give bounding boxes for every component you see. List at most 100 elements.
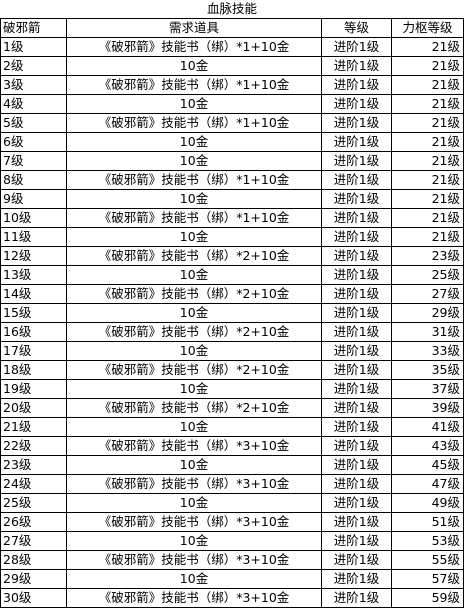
cell-required-item: 《破邪箭》技能书（绑）*1+10金	[66, 113, 322, 133]
cell-power-level: 37级	[390, 379, 464, 399]
cell-stage: 进阶1级	[321, 588, 392, 608]
cell-stage: 进阶1级	[321, 132, 392, 152]
cell-required-item: 《破邪箭》技能书（绑）*3+10金	[66, 512, 322, 532]
cell-stage: 进阶1级	[321, 417, 392, 437]
cell-power-level: 35级	[390, 360, 464, 380]
table-row: 22级 《破邪箭》技能书（绑）*3+10金 进阶1级 43级	[0, 436, 464, 456]
cell-stage: 进阶1级	[321, 37, 392, 57]
cell-stage: 进阶1级	[321, 398, 392, 418]
table-title: 血脉技能	[0, 0, 464, 19]
cell-skill-level: 22级	[0, 436, 67, 456]
cell-skill-level: 8级	[0, 170, 67, 190]
cell-power-level: 21级	[390, 208, 464, 228]
cell-power-level: 45级	[390, 455, 464, 475]
cell-stage: 进阶1级	[321, 569, 392, 589]
cell-power-level: 27级	[390, 284, 464, 304]
cell-required-item: 10金	[66, 189, 322, 209]
cell-power-level: 21级	[390, 75, 464, 95]
cell-stage: 进阶1级	[321, 360, 392, 380]
table-row: 18级 《破邪箭》技能书（绑）*2+10金 进阶1级 35级	[0, 360, 464, 380]
cell-power-level: 21级	[390, 113, 464, 133]
cell-power-level: 49级	[390, 493, 464, 513]
cell-required-item: 《破邪箭》技能书（绑）*1+10金	[66, 75, 322, 95]
table-row: 13级 10金 进阶1级 25级	[0, 265, 464, 285]
cell-required-item: 《破邪箭》技能书（绑）*2+10金	[66, 398, 322, 418]
cell-stage: 进阶1级	[321, 322, 392, 342]
cell-skill-level: 27级	[0, 531, 67, 551]
cell-skill-level: 11级	[0, 227, 67, 247]
cell-required-item: 10金	[66, 341, 322, 361]
cell-skill-level: 3级	[0, 75, 67, 95]
cell-skill-level: 25级	[0, 493, 67, 513]
cell-power-level: 23级	[390, 246, 464, 266]
table-row: 19级 10金 进阶1级 37级	[0, 379, 464, 399]
cell-power-level: 55级	[390, 550, 464, 570]
cell-skill-level: 28级	[0, 550, 67, 570]
table-row: 29级 10金 进阶1级 57级	[0, 569, 464, 589]
table-row: 11级 10金 进阶1级 21级	[0, 227, 464, 247]
cell-power-level: 39级	[390, 398, 464, 418]
cell-skill-level: 12级	[0, 246, 67, 266]
header-power-level: 力枢等级	[390, 18, 464, 38]
cell-power-level: 31级	[390, 322, 464, 342]
table-row: 10级 《破邪箭》技能书（绑）*1+10金 进阶1级 21级	[0, 208, 464, 228]
cell-stage: 进阶1级	[321, 341, 392, 361]
table-row: 1级 《破邪箭》技能书（绑）*1+10金 进阶1级 21级	[0, 37, 464, 57]
cell-stage: 进阶1级	[321, 246, 392, 266]
cell-stage: 进阶1级	[321, 75, 392, 95]
cell-skill-level: 16级	[0, 322, 67, 342]
cell-skill-level: 14级	[0, 284, 67, 304]
cell-stage: 进阶1级	[321, 379, 392, 399]
cell-required-item: 10金	[66, 379, 322, 399]
cell-skill-level: 5级	[0, 113, 67, 133]
table-row: 20级 《破邪箭》技能书（绑）*2+10金 进阶1级 39级	[0, 398, 464, 418]
table-row: 4级 10金 进阶1级 21级	[0, 94, 464, 114]
cell-required-item: 10金	[66, 265, 322, 285]
cell-stage: 进阶1级	[321, 531, 392, 551]
cell-required-item: 《破邪箭》技能书（绑）*3+10金	[66, 550, 322, 570]
table-row: 28级 《破邪箭》技能书（绑）*3+10金 进阶1级 55级	[0, 550, 464, 570]
cell-skill-level: 2级	[0, 56, 67, 76]
cell-stage: 进阶1级	[321, 56, 392, 76]
table-row: 3级 《破邪箭》技能书（绑）*1+10金 进阶1级 21级	[0, 75, 464, 95]
cell-power-level: 57级	[390, 569, 464, 589]
cell-power-level: 41级	[390, 417, 464, 437]
cell-skill-level: 18级	[0, 360, 67, 380]
cell-required-item: 《破邪箭》技能书（绑）*2+10金	[66, 246, 322, 266]
table-row: 14级 《破邪箭》技能书（绑）*2+10金 进阶1级 27级	[0, 284, 464, 304]
cell-power-level: 21级	[390, 37, 464, 57]
cell-skill-level: 26级	[0, 512, 67, 532]
header-item: 需求道具	[66, 18, 322, 38]
cell-required-item: 《破邪箭》技能书（绑）*1+10金	[66, 37, 322, 57]
table-row: 15级 10金 进阶1级 29级	[0, 303, 464, 323]
table-row: 7级 10金 进阶1级 21级	[0, 151, 464, 171]
cell-required-item: 《破邪箭》技能书（绑）*3+10金	[66, 588, 322, 608]
cell-stage: 进阶1级	[321, 94, 392, 114]
cell-required-item: 《破邪箭》技能书（绑）*2+10金	[66, 322, 322, 342]
cell-power-level: 21级	[390, 132, 464, 152]
header-level: 等级	[321, 18, 392, 38]
table-row: 25级 10金 进阶1级 49级	[0, 493, 464, 513]
cell-required-item: 《破邪箭》技能书（绑）*1+10金	[66, 170, 322, 190]
cell-power-level: 21级	[390, 227, 464, 247]
cell-power-level: 21级	[390, 94, 464, 114]
title-row: 血脉技能	[0, 0, 464, 19]
cell-stage: 进阶1级	[321, 151, 392, 171]
cell-stage: 进阶1级	[321, 170, 392, 190]
cell-skill-level: 24级	[0, 474, 67, 494]
table-row: 9级 10金 进阶1级 21级	[0, 189, 464, 209]
cell-stage: 进阶1级	[321, 303, 392, 323]
cell-skill-level: 29级	[0, 569, 67, 589]
cell-skill-level: 1级	[0, 37, 67, 57]
cell-stage: 进阶1级	[321, 474, 392, 494]
cell-stage: 进阶1级	[321, 455, 392, 475]
cell-skill-level: 9级	[0, 189, 67, 209]
table-row: 30级 《破邪箭》技能书（绑）*3+10金 进阶1级 59级	[0, 588, 464, 608]
cell-stage: 进阶1级	[321, 284, 392, 304]
cell-required-item: 10金	[66, 531, 322, 551]
cell-required-item: 《破邪箭》技能书（绑）*3+10金	[66, 436, 322, 456]
cell-power-level: 21级	[390, 170, 464, 190]
table-row: 5级 《破邪箭》技能书（绑）*1+10金 进阶1级 21级	[0, 113, 464, 133]
cell-required-item: 10金	[66, 132, 322, 152]
